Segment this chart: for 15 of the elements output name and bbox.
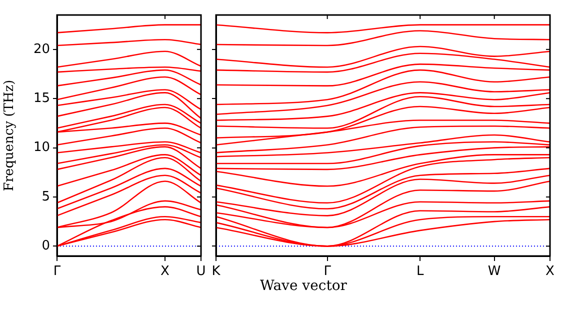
x-axis-title: Wave vector [259,278,348,294]
x-tick-label: X [546,264,555,280]
x-tick-label: L [416,264,424,280]
y-tick-label: 10 [33,140,50,156]
x-tick-label: W [488,264,501,280]
x-tick-label: X [160,264,170,280]
y-tick-label: 20 [33,42,50,57]
y-tick-label: 15 [33,90,50,106]
x-tick-label: U [196,264,206,280]
y-tick-label: 5 [42,189,50,204]
x-tick-label: Γ [324,264,332,280]
y-tick-label: 0 [42,238,50,254]
x-tick-label: Γ [53,264,62,280]
y-axis-title: Frequency (THz) [2,80,18,192]
x-tick-label: K [212,264,221,280]
